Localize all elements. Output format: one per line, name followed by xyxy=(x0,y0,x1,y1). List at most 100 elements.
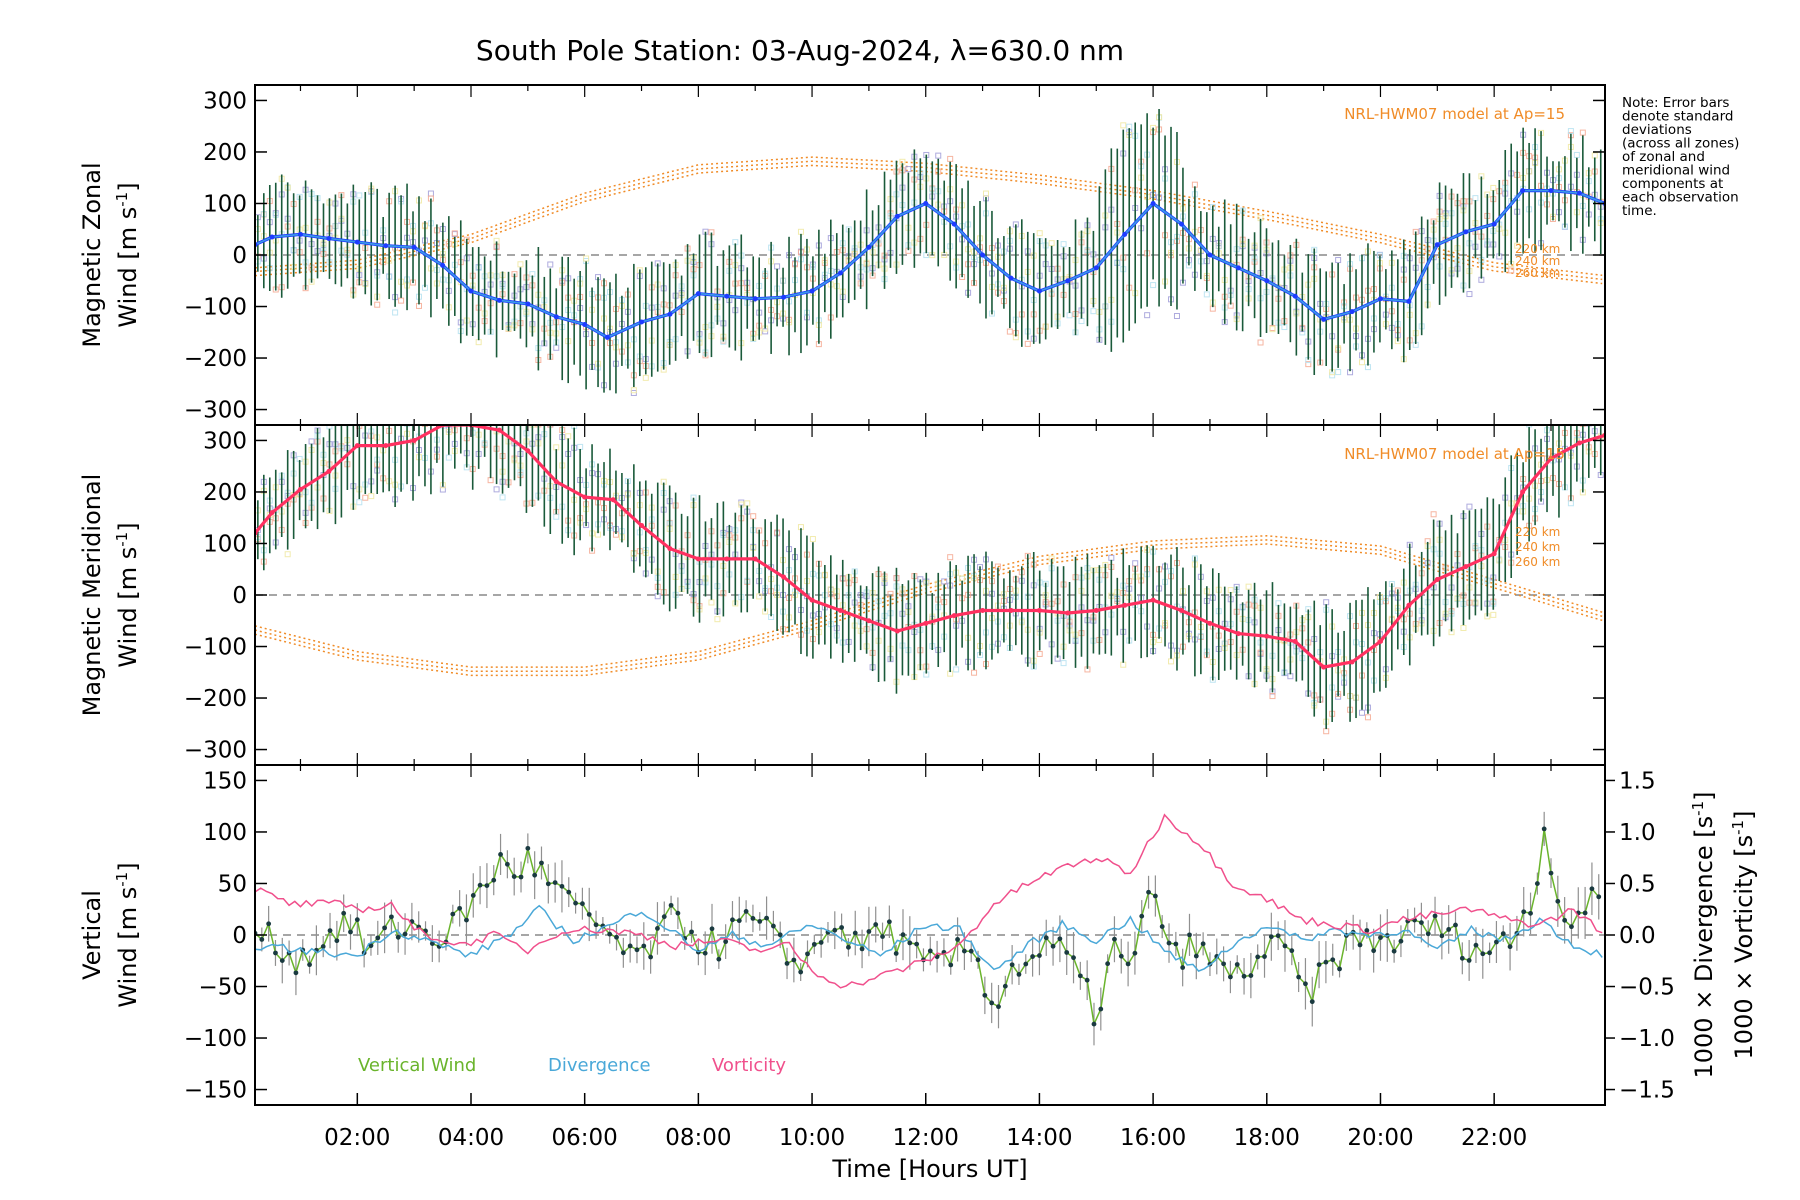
zone-point xyxy=(1323,728,1330,735)
mean-wind-point xyxy=(1093,265,1099,271)
vertical-wind-point xyxy=(539,860,544,866)
zone-point xyxy=(1173,313,1180,320)
zone-point xyxy=(1245,583,1252,590)
zone-point xyxy=(1066,312,1073,319)
mean-wind-point xyxy=(1235,265,1241,271)
zone-point xyxy=(422,418,427,423)
y-tick-label: 0 xyxy=(232,243,247,269)
plot-area xyxy=(255,386,1605,735)
zone-point xyxy=(947,554,954,561)
y-tick-label: −300 xyxy=(184,738,247,764)
zone-point xyxy=(512,413,517,418)
mean-wind-point xyxy=(297,486,303,492)
zone-point xyxy=(487,477,494,484)
zone-point xyxy=(381,411,386,416)
vertical-wind-point xyxy=(402,931,408,937)
mean-wind-point xyxy=(1264,633,1270,639)
vertical-wind-point xyxy=(750,916,756,921)
zone-point xyxy=(387,407,392,412)
zone-point xyxy=(445,454,452,461)
zone-point xyxy=(935,152,942,159)
vertical-wind-point xyxy=(1398,938,1404,944)
mean-wind-point xyxy=(553,479,559,485)
y2-axis-label-divergence: 1000 × Divergence [s-1] xyxy=(1689,791,1718,1078)
mean-wind-point xyxy=(269,234,275,240)
zone-point xyxy=(1269,326,1276,333)
vertical-wind-point xyxy=(586,912,592,917)
mean-wind-point xyxy=(781,294,787,300)
zone-point xyxy=(351,413,356,418)
mean-wind-point xyxy=(1576,440,1582,446)
legend-entry: Vertical Wind xyxy=(358,1055,476,1076)
vertical-wind-point xyxy=(982,992,988,998)
mean-wind-point xyxy=(809,288,815,294)
zone-point xyxy=(308,438,315,445)
vertical-wind-point xyxy=(1118,953,1124,959)
zone-point xyxy=(1150,282,1157,289)
zone-point xyxy=(356,192,363,199)
vertical-wind-point xyxy=(1296,974,1302,980)
mean-wind-point xyxy=(980,607,986,613)
y-tick-label: 100 xyxy=(203,531,247,557)
vertical-wind-point xyxy=(716,956,722,962)
vertical-wind-point xyxy=(498,852,503,857)
vertical-wind-point xyxy=(341,910,347,916)
vertical-wind-point xyxy=(1071,955,1076,961)
vertical-wind-point xyxy=(900,932,906,938)
chart-title: South Pole Station: 03-Aug-2024, λ=630.0… xyxy=(476,34,1124,67)
zone-point xyxy=(1090,308,1097,315)
vertical-wind-point xyxy=(450,911,456,917)
mean-wind-point xyxy=(1434,577,1440,583)
plot-area xyxy=(255,811,1605,1046)
vertical-wind-point xyxy=(1152,893,1158,899)
zone-point xyxy=(1579,129,1586,136)
vertical-wind-point xyxy=(1303,981,1308,987)
vertical-wind-point xyxy=(348,929,353,935)
vertical-wind-point xyxy=(1105,961,1111,967)
zone-point xyxy=(422,386,427,391)
vertical-wind-point xyxy=(859,946,865,952)
zone-point xyxy=(1203,291,1210,298)
vertical-wind-point xyxy=(1432,913,1438,919)
vertical-wind-point xyxy=(1453,922,1458,928)
mean-wind-point xyxy=(809,597,815,603)
vertical-wind-point xyxy=(1112,936,1117,942)
mean-wind-point xyxy=(496,427,502,433)
vertical-wind-point xyxy=(1494,939,1499,945)
x-tick-label: 02:00 xyxy=(324,1125,390,1151)
mean-wind-point xyxy=(1036,288,1042,294)
vertical-wind-point xyxy=(620,950,626,956)
vertical-wind-point xyxy=(1487,950,1493,956)
mean-wind-point xyxy=(411,437,417,443)
vertical-wind-point xyxy=(1480,951,1486,957)
x-tick-label: 14:00 xyxy=(1006,1125,1072,1151)
vertical-wind-point xyxy=(1037,953,1042,958)
mean-wind-point xyxy=(1548,455,1554,461)
vertical-wind-point xyxy=(1541,826,1547,832)
vertical-wind-point xyxy=(545,881,551,887)
vertical-wind-point xyxy=(1193,953,1199,959)
vertical-wind-point xyxy=(504,861,510,867)
mean-wind-point xyxy=(1520,489,1526,495)
vertical-wind-point xyxy=(273,950,278,956)
mean-wind-point xyxy=(1321,664,1327,670)
y-tick-label: 300 xyxy=(203,428,247,454)
zone-point xyxy=(451,230,458,237)
vertical-wind-point xyxy=(798,969,804,975)
zone-point xyxy=(1508,267,1515,274)
mean-wind-point xyxy=(639,522,645,528)
zone-point xyxy=(464,401,469,406)
vertical-wind-point xyxy=(880,934,885,939)
vertical-wind-point xyxy=(1241,973,1247,979)
vertical-wind-point xyxy=(1200,941,1206,947)
mean-wind-point xyxy=(1093,607,1099,613)
zone-point xyxy=(452,403,457,408)
vertical-wind-point xyxy=(464,917,469,923)
zone-point xyxy=(392,309,399,316)
mean-wind-point xyxy=(440,262,446,268)
zone-point xyxy=(1257,339,1264,346)
vertical-wind-point xyxy=(1077,973,1083,979)
vertical-wind-point xyxy=(525,845,531,851)
y-axis-label-line1: Magnetic Zonal xyxy=(78,162,106,347)
zone-point xyxy=(1144,312,1151,319)
